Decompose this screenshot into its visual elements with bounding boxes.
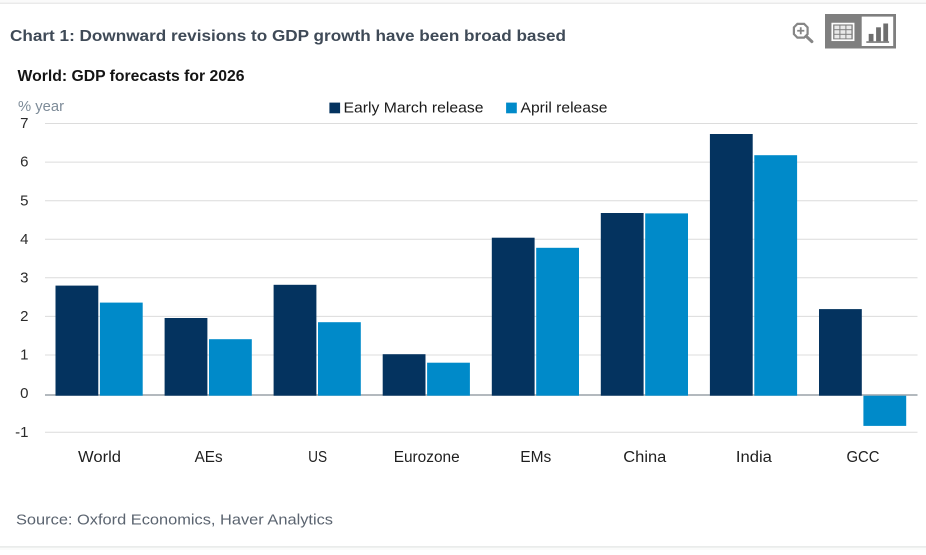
svg-text:China: China xyxy=(623,449,666,466)
svg-text:India: India xyxy=(736,449,772,466)
svg-text:4: 4 xyxy=(20,231,28,248)
svg-text:US: US xyxy=(308,449,327,466)
svg-text:3: 3 xyxy=(20,269,28,286)
svg-text:AEs: AEs xyxy=(195,449,223,466)
svg-text:Source: Oxford Economics, Have: Source: Oxford Economics, Haver Analytic… xyxy=(16,511,333,528)
svg-text:-1: -1 xyxy=(15,424,28,441)
svg-text:5: 5 xyxy=(20,192,28,209)
svg-text:April release: April release xyxy=(521,100,608,117)
svg-text:EMs: EMs xyxy=(520,449,551,466)
svg-text:World: World xyxy=(78,449,121,466)
svg-text:2: 2 xyxy=(20,308,28,325)
svg-text:7: 7 xyxy=(20,115,28,132)
svg-text:World: GDP forecasts for 2026: World: GDP forecasts for 2026 xyxy=(18,68,245,85)
svg-text:Eurozone: Eurozone xyxy=(394,449,460,466)
svg-text:Early March release: Early March release xyxy=(344,100,484,117)
svg-text:GCC: GCC xyxy=(847,449,880,466)
svg-text:0: 0 xyxy=(20,385,28,402)
svg-text:1: 1 xyxy=(20,347,28,364)
svg-text:% year: % year xyxy=(18,98,64,115)
svg-text:6: 6 xyxy=(20,154,28,171)
svg-text:Chart 1: Downward revisions to: Chart 1: Downward revisions to GDP growt… xyxy=(10,28,566,45)
